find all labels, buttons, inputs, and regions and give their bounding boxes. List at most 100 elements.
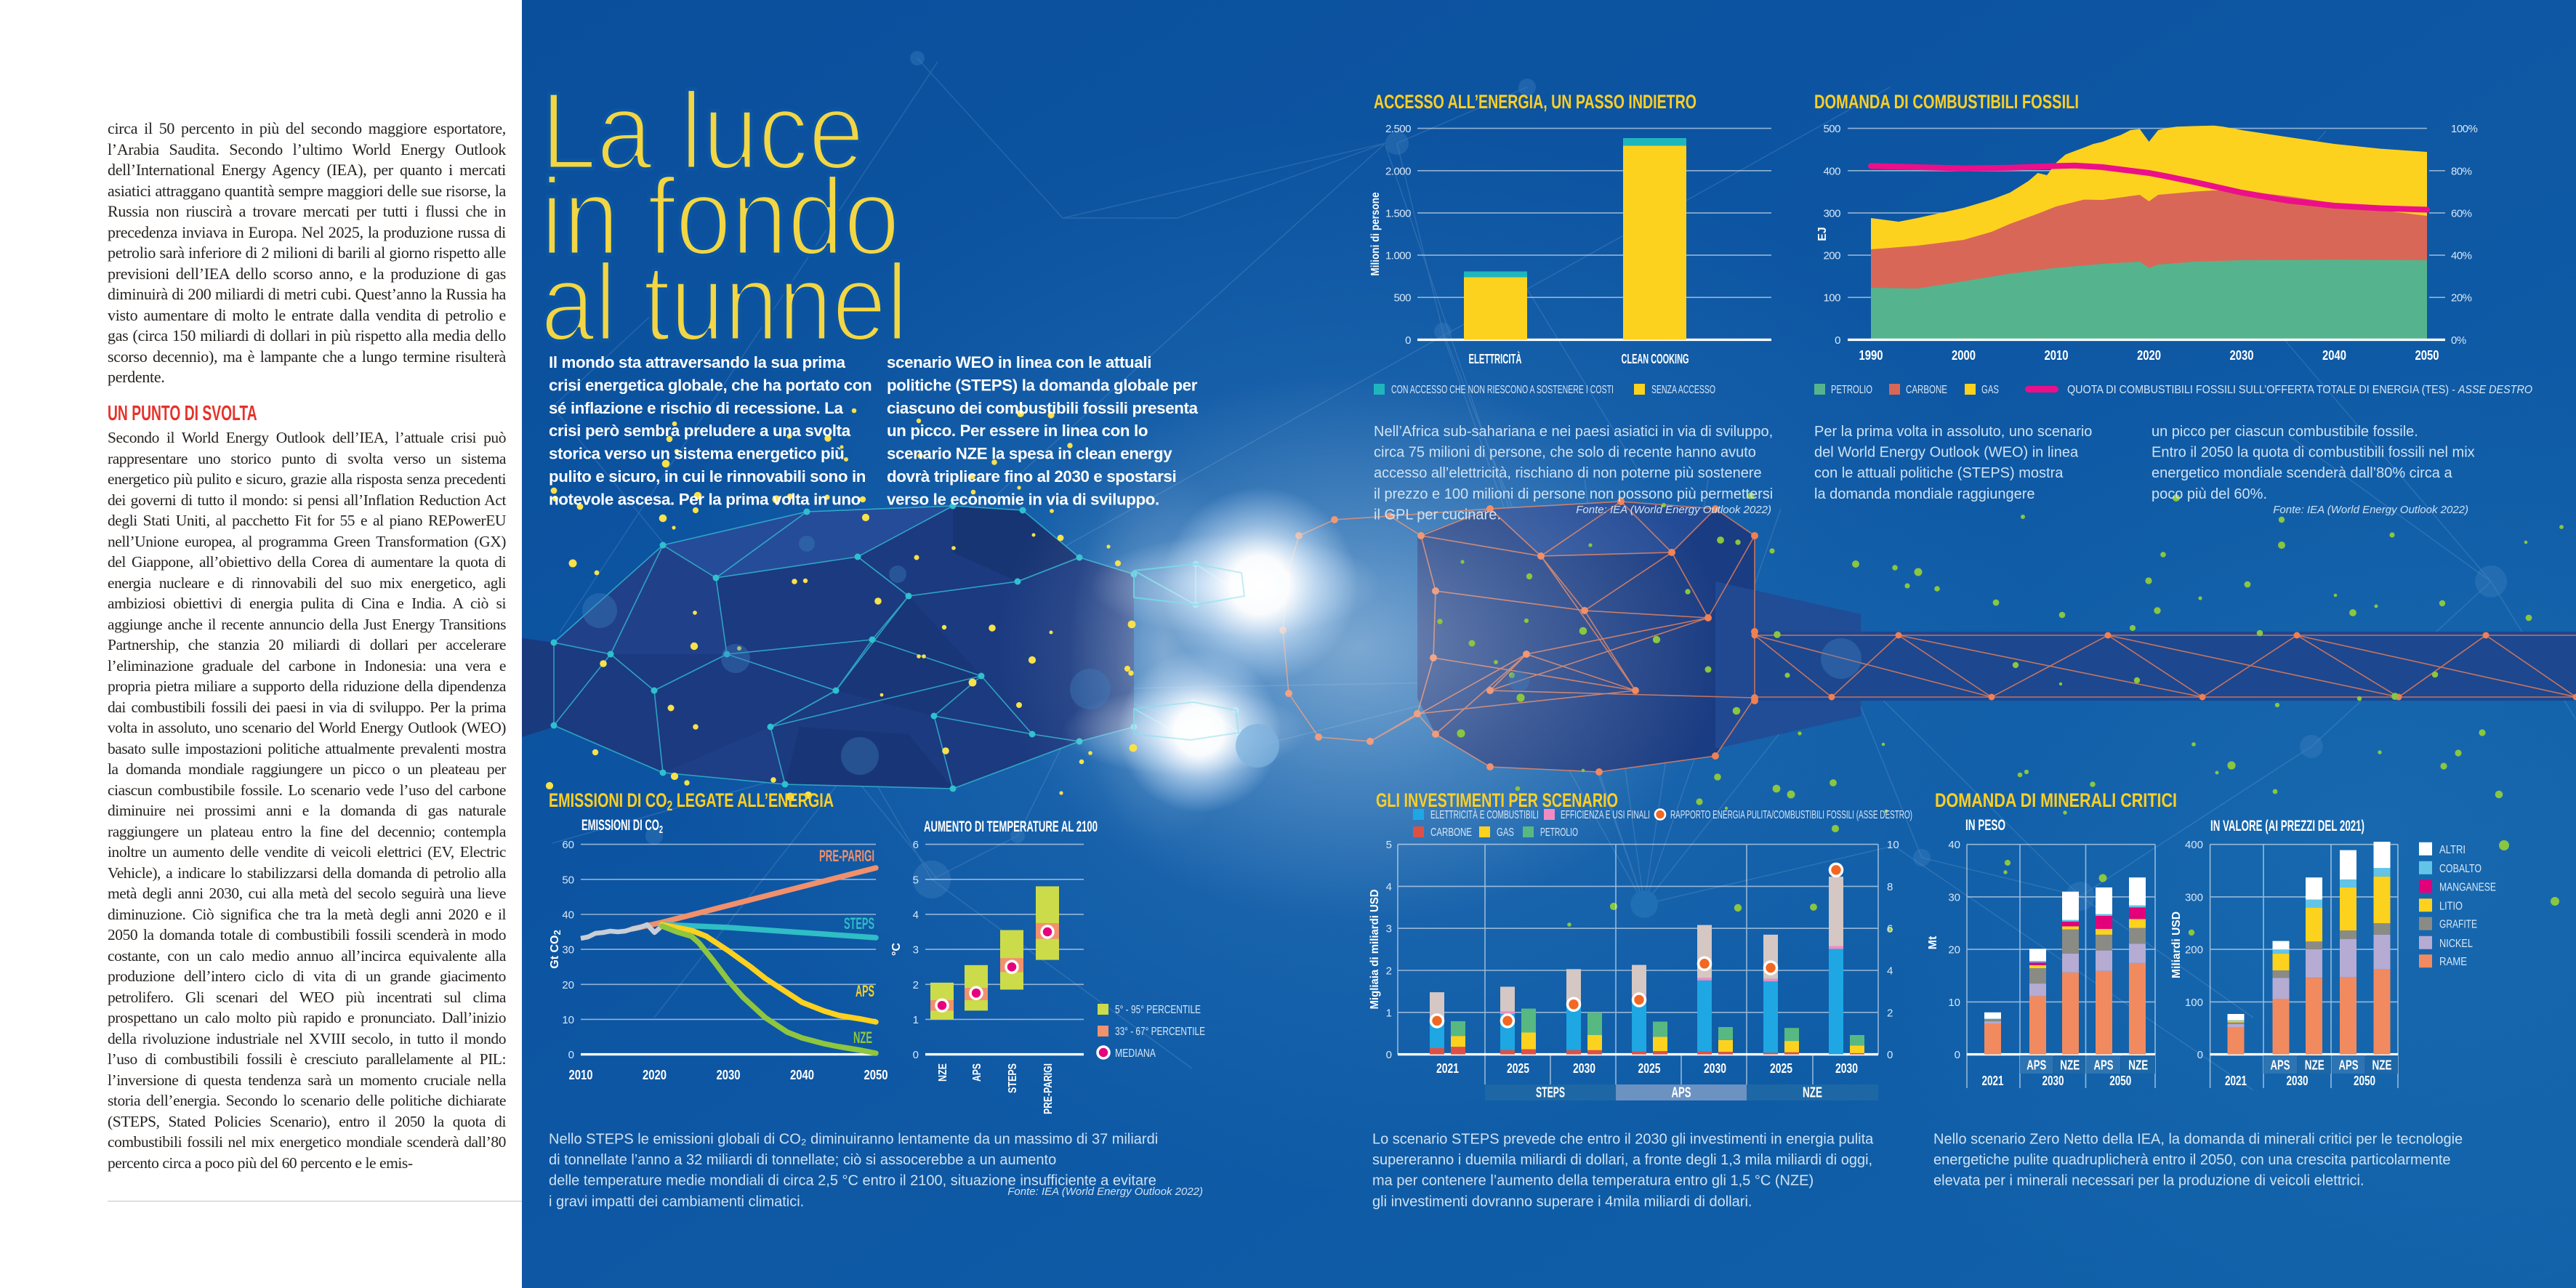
svg-text:2025: 2025 [1507,1060,1529,1076]
svg-text:2021: 2021 [2225,1073,2247,1088]
svg-text:2021: 2021 [1982,1073,2004,1088]
svg-text:in fondo: in fondo [541,155,900,278]
svg-text:Lo scenario STEPS prevede che: Lo scenario STEPS prevede che entro il 2… [1372,1132,1874,1148]
svg-text:20: 20 [562,979,574,991]
svg-text:DOMANDA DI COMBUSTIBILI FOSSIL: DOMANDA DI COMBUSTIBILI FOSSILI [1814,91,2079,113]
svg-text:GAS: GAS [1497,826,1514,839]
svg-text:STEPS: STEPS [844,914,874,933]
svg-text:Milioni di persone: Milioni di persone [1369,192,1382,275]
svg-text:6: 6 [913,839,919,851]
svg-text:APS: APS [2026,1058,2046,1073]
svg-text:STEPS: STEPS [1007,1063,1019,1093]
svg-text:Nell’Africa sub-sahariana e ne: Nell’Africa sub-sahariana e nei paesi as… [1374,424,1773,440]
svg-text:4: 4 [1887,965,1893,978]
svg-text:5° - 95° PERCENTILE: 5° - 95° PERCENTILE [1115,1004,1201,1016]
svg-text:2050: 2050 [2109,1073,2131,1088]
svg-text:il GPL per cucinare.: il GPL per cucinare. [1374,507,1501,523]
svg-text:del World Energy Outlook (WEO): del World Energy Outlook (WEO) in linea [1814,445,2079,461]
svg-text:IN PESO: IN PESO [1965,817,2005,834]
svg-text:2030: 2030 [1573,1060,1595,1076]
svg-text:di tonnellate l’anno a 32 mili: di tonnellate l’anno a 32 miliardi di to… [549,1152,1056,1168]
svg-text:CARBONE: CARBONE [1430,826,1472,839]
svg-text:°C: °C [890,943,903,956]
svg-text:10: 10 [1887,839,1899,851]
svg-text:PRE-PARIGI: PRE-PARIGI [819,847,874,865]
svg-text:RAPPORTO ENERGIA PULITA/COMBUS: RAPPORTO ENERGIA PULITA/COMBUSTIBILI FOS… [1670,809,1912,821]
svg-text:20%: 20% [2451,292,2472,305]
svg-text:crisi energetica globale, che: crisi energetica globale, che ha portato… [549,376,872,394]
svg-text:40: 40 [562,909,574,921]
svg-text:60%: 60% [2451,207,2472,220]
svg-text:60: 60 [562,839,574,851]
svg-text:500: 500 [1393,292,1411,305]
svg-text:MANGANESE: MANGANESE [2439,881,2496,893]
svg-text:APS: APS [1672,1085,1691,1101]
svg-text:200: 200 [1823,250,1840,262]
svg-text:APS: APS [2094,1058,2114,1073]
svg-text:La luce: La luce [541,69,864,192]
svg-text:2.500: 2.500 [1385,123,1411,135]
svg-text:Nello scenario Zero Netto dell: Nello scenario Zero Netto della IEA, la … [1933,1132,2463,1148]
svg-text:Fonte: IEA (World Energy Outlo: Fonte: IEA (World Energy Outlook 2022) [2273,504,2468,516]
svg-text:NZE: NZE [2060,1058,2080,1073]
svg-text:4: 4 [1386,881,1392,893]
svg-text:0: 0 [1835,334,1840,347]
svg-text:EFFICIENZA E USI FINALI: EFFICIENZA E USI FINALI [1561,809,1650,821]
svg-text:NZE: NZE [937,1063,949,1082]
svg-text:sé inflazione e rischio di rec: sé inflazione e rischio di recessione. L… [549,399,843,417]
svg-text:il prezzo e 100 milioni di per: il prezzo e 100 milioni di persone non p… [1374,486,1773,502]
svg-text:con le attuali politiche (STEP: con le attuali politiche (STEPS) mostra [1814,465,2064,481]
svg-text:Mt: Mt [1927,935,1939,949]
svg-text:DOMANDA DI MINERALI CRITICI: DOMANDA DI MINERALI CRITICI [1935,789,2177,811]
svg-text:4: 4 [913,909,919,921]
svg-text:2.000: 2.000 [1385,165,1411,177]
svg-text:EMISSIONI DI CO2 LEGATE ALL’EN: EMISSIONI DI CO2 LEGATE ALL’ENERGIA [549,789,834,814]
svg-text:COBALTO: COBALTO [2439,863,2482,875]
svg-text:8: 8 [1887,881,1893,893]
svg-text:2: 2 [913,979,919,991]
svg-text:40: 40 [1948,839,1960,851]
svg-text:2030: 2030 [1835,1060,1858,1076]
svg-text:2: 2 [1887,1007,1893,1019]
svg-text:Miliardi USD: Miliardi USD [2170,911,2183,978]
svg-text:ciascuno dei combustibili foss: ciascuno dei combustibili fossili presen… [887,399,1199,417]
svg-text:1990: 1990 [1859,347,1883,363]
svg-text:Fonte: IEA (World Energy Outlo: Fonte: IEA (World Energy Outlook 2022) [1007,1186,1203,1198]
svg-text:APS: APS [2339,1058,2359,1073]
svg-text:PETROLIO: PETROLIO [1831,384,1872,396]
svg-text:2050: 2050 [2354,1073,2375,1088]
svg-text:ma per contenere l’aumento del: ma per contenere l’aumento della tempera… [1372,1173,1814,1189]
svg-text:delle temperature medie mondia: delle temperature medie mondiali di circ… [549,1173,1156,1189]
svg-text:energetico mondiale scenderà d: energetico mondiale scenderà dall’80% ci… [2152,465,2452,481]
svg-text:ELETTRICITÀ: ELETTRICITÀ [1469,351,1522,366]
svg-text:Per la prima volta in assoluto: Per la prima volta in assoluto, uno scen… [1814,424,2092,440]
svg-text:EMISSIONI DI CO2: EMISSIONI DI CO2 [581,817,663,836]
svg-text:STEPS: STEPS [1536,1085,1565,1101]
svg-text:crisi però sembra preludere a: crisi però sembra preludere a una svolta [549,422,851,440]
svg-text:EJ: EJ [1816,227,1829,241]
svg-text:MEDIANA: MEDIANA [1115,1047,1156,1060]
svg-text:la domanda mondiale raggiunger: la domanda mondiale raggiungere [1814,486,2035,502]
svg-text:2050: 2050 [2415,347,2439,363]
svg-text:0: 0 [568,1049,574,1061]
svg-text:AUMENTO DI TEMPERATURE AL 2100: AUMENTO DI TEMPERATURE AL 2100 [924,818,1098,835]
svg-text:QUOTA DI COMBUSTIBILI FOSSILI: QUOTA DI COMBUSTIBILI FOSSILI SULL’OFFER… [2067,384,2532,396]
svg-text:NZE: NZE [2128,1058,2148,1073]
svg-text:dovrà triplicare fino al 2030: dovrà triplicare fino al 2030 e spostars… [887,467,1176,486]
svg-text:0%: 0% [2451,334,2466,347]
svg-text:2000: 2000 [1952,347,1976,363]
svg-text:GAS: GAS [1981,384,1999,396]
svg-text:1.500: 1.500 [1385,207,1411,220]
svg-text:al tunnel: al tunnel [541,241,908,363]
svg-text:GLI INVESTIMENTI PER SCENARIO: GLI INVESTIMENTI PER SCENARIO [1376,789,1618,811]
svg-text:100: 100 [2185,997,2203,1009]
svg-text:0: 0 [913,1049,919,1061]
svg-text:APS: APS [856,982,874,1000]
svg-text:2030: 2030 [2287,1073,2309,1088]
svg-text:0: 0 [1955,1049,1960,1061]
svg-text:PETROLIO: PETROLIO [1540,826,1578,839]
svg-text:100: 100 [1823,292,1840,305]
svg-text:3: 3 [1386,923,1392,935]
svg-text:NZE: NZE [853,1029,872,1047]
svg-text:storica verso un sistema energ: storica verso un sistema energetico più [549,445,844,463]
